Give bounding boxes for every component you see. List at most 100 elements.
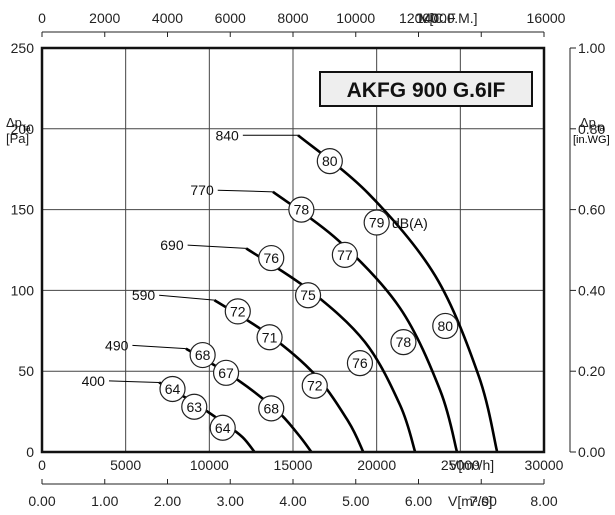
right-tick-label: 1.00 (578, 40, 605, 56)
tick-labels: 0 5000 10000 15000 20000 25000 300000501001502… (11, 10, 606, 509)
y-tick-label: 200 (11, 121, 35, 137)
dba-bubble (301, 372, 328, 399)
y-tick-label: 0 (26, 444, 34, 460)
x-tick-label: 0 (38, 457, 46, 473)
left-axis-symbol: Δp (6, 115, 22, 130)
right-axis-unit: [in.WG] (573, 134, 610, 146)
rpm-leader (132, 344, 186, 350)
top-axis-label: V[C.F.M.] (420, 10, 478, 26)
y-tick-label: 100 (11, 282, 35, 298)
right-tick-label: 0.40 (578, 282, 605, 298)
dba-value: 68 (195, 347, 211, 363)
dba-value: 71 (262, 329, 278, 345)
bottom2-tick-label: 0.00 (28, 493, 55, 509)
dba-bubble (363, 209, 390, 236)
dba-value: 64 (215, 420, 231, 436)
dba-value: 67 (218, 365, 234, 381)
rpm-label: 590 (132, 287, 156, 303)
curve-rpm-840 (297, 134, 499, 453)
y-tick-label: 250 (11, 40, 35, 56)
dba-value: 78 (294, 202, 310, 218)
top-tick-label: 6000 (215, 10, 246, 26)
bottom2-tick-label: 8.00 (530, 493, 557, 509)
top-tick-label: 12000 (399, 10, 438, 26)
chart-title: AKFG 900 G.6IF (347, 79, 506, 102)
right-tick-label: 0.00 (578, 444, 605, 460)
bottom2-tick-label: 5.00 (342, 493, 369, 509)
rpm-leader (217, 189, 273, 193)
dba-value: 76 (352, 355, 368, 371)
rpm-label: 690 (160, 237, 184, 253)
x-tick-label: 10000 (190, 457, 229, 473)
dba-value: 75 (300, 287, 316, 303)
dba-bubble (159, 375, 186, 403)
left-axis-unit: [Pa] (6, 131, 29, 146)
dba-bubble (390, 329, 417, 356)
y-tick-label: 150 (11, 202, 35, 218)
top-tick-label: 16000 (527, 10, 566, 26)
rpm-label: 400 (82, 373, 106, 389)
dba-bubble (209, 414, 236, 441)
dba-bubble (212, 359, 240, 386)
top-tick-label: 4000 (152, 10, 183, 26)
left-axis-subscript: fa (23, 123, 31, 133)
dba-bubble (224, 298, 251, 325)
curve-rpm-690 (245, 247, 417, 453)
x-tick-label: 15000 (274, 457, 313, 473)
dba-value: 77 (337, 247, 353, 263)
x-tick-label: 5000 (110, 457, 141, 473)
top-tick-label: 0 (38, 10, 46, 26)
dba-bubble (288, 196, 315, 223)
rpm-leader (159, 294, 215, 301)
x-tick-label: 25000 (441, 457, 480, 473)
x-tick-label: 30000 (525, 457, 564, 473)
rpm-leader (187, 244, 247, 249)
left-axis-title: Δp fa [Pa] (6, 115, 31, 146)
bottom2-tick-label: 4.00 (279, 493, 306, 509)
right-axis-symbol: Δp (580, 115, 596, 130)
curve-rpm-770 (272, 190, 459, 453)
x-tick-label: 20000 (357, 457, 396, 473)
rpm-leader (108, 380, 160, 384)
dba-value: 72 (307, 378, 323, 394)
dba-bubble (189, 341, 216, 369)
dba-bubble (294, 282, 322, 309)
right-axis-subscript: fa (597, 123, 605, 133)
axes (41, 31, 576, 485)
curve-labels: 400 64 63 64 490 68 67 68 590 72 71 72 690 76 75 76 770 7… (82, 127, 459, 441)
bottom-axis2-label: V[m³/s] (448, 493, 492, 509)
bottom2-tick-label: 6.00 (405, 493, 432, 509)
rpm-label: 490 (105, 337, 129, 353)
dba-bubble (432, 312, 459, 340)
bottom2-tick-label: 2.00 (154, 493, 181, 509)
plot-frame (40, 46, 546, 454)
x-axis-label: V[m³/h] (449, 457, 494, 473)
dba-value: 76 (263, 250, 279, 266)
dba-bubble (331, 241, 358, 268)
bottom2-tick-label: 7.00 (470, 493, 497, 509)
dba-value: 64 (165, 381, 181, 397)
dba-value: 78 (396, 334, 412, 350)
dba-bubble (316, 148, 343, 175)
top-tick-label: 2000 (89, 10, 120, 26)
title-box (319, 71, 533, 107)
dba-value: 68 (263, 400, 279, 416)
top-tick-label: 14000 (416, 10, 455, 26)
dba-bubble (258, 244, 285, 272)
right-tick-label: 0.20 (578, 363, 605, 379)
dba-value: 72 (230, 303, 246, 319)
right-axis-title: Δp fa [in.WG] (573, 115, 610, 146)
top-tick-label: 8000 (277, 10, 308, 26)
dba-value: 63 (186, 399, 202, 415)
right-tick-label: 0.80 (578, 121, 605, 137)
dba-label: dB(A) (392, 215, 428, 231)
dba-bubble (258, 395, 285, 422)
dba-bubble (346, 350, 374, 377)
right-tick-label: 0.60 (578, 202, 605, 218)
bottom2-tick-label: 3.00 (217, 493, 244, 509)
top-tick-label: 10000 (336, 10, 375, 26)
dba-bubble (256, 324, 283, 351)
dba-value: 80 (437, 318, 453, 334)
dba-bubble (181, 393, 208, 420)
